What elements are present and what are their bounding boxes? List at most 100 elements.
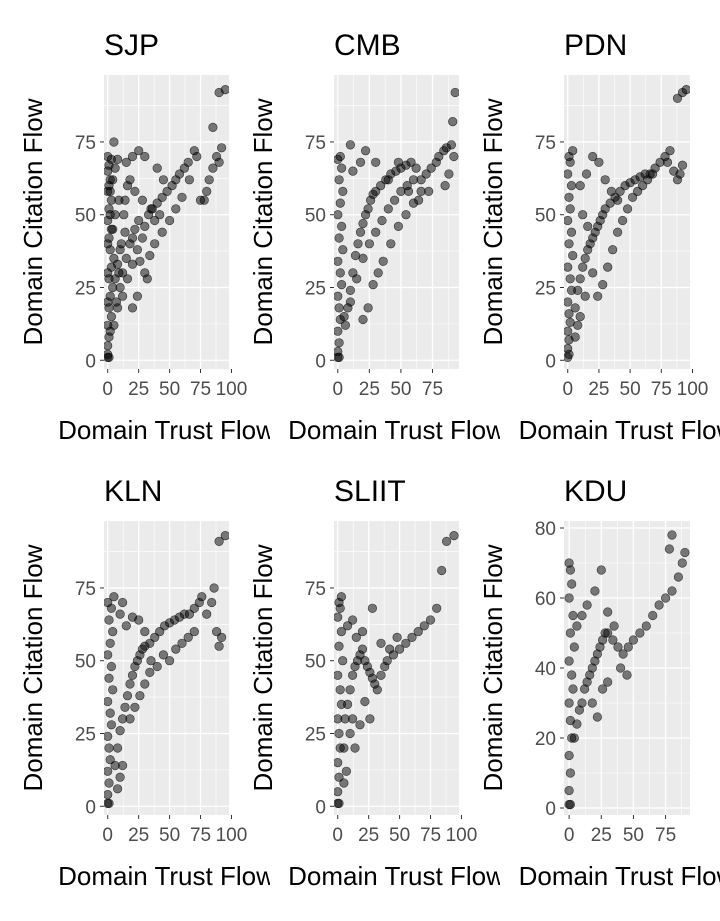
data-point [117,760,128,771]
y-tick-label: 25 [75,278,96,299]
data-point [358,253,368,263]
x-tick-label: 0 [102,825,113,846]
data-point [603,628,613,638]
data-point [105,638,115,648]
data-point [348,615,358,625]
data-point [208,122,218,132]
data-point [341,766,352,776]
data-point [413,626,423,637]
data-point [623,642,633,652]
data-point [220,85,229,95]
data-point [570,303,580,313]
data-point [386,239,396,249]
data-point [371,227,381,237]
data-point [358,218,368,229]
data-point [106,661,116,672]
data-point [587,698,597,708]
data-point [364,239,375,249]
data-point [401,638,411,648]
data-point [104,673,114,683]
data-point [338,186,348,196]
data-point [184,175,194,185]
data-point [140,679,150,689]
data-point [105,291,115,301]
data-point [114,268,124,278]
data-point [564,750,574,761]
x-tick-label: 50 [159,825,180,846]
data-point [376,638,386,648]
x-tick-label: 75 [190,825,211,846]
data-point [217,143,227,153]
data-point [134,215,144,226]
x-tick-label: 25 [128,825,149,846]
x-tick-label: 25 [359,379,380,400]
data-point [600,204,610,214]
x-tick-label: 75 [422,379,443,400]
x-axis-title: Domain Trust Flow [519,415,720,445]
data-point [335,685,345,695]
data-point [437,565,447,576]
data-point [568,610,578,621]
data-point [165,215,175,226]
data-point [357,644,368,654]
data-point [654,600,664,610]
data-point [421,169,431,179]
data-point [335,151,345,162]
data-point [425,615,436,625]
data-point [578,262,588,272]
data-point [642,175,653,185]
y-axis-title: Domain Citation Flow [478,544,508,791]
data-point [371,186,381,196]
data-point [578,210,588,220]
data-point [662,157,673,167]
data-point [104,233,114,243]
data-point [334,728,344,739]
x-tick-label: 100 [216,379,248,400]
data-point [363,204,373,214]
data-point [432,603,442,613]
data-point [355,157,366,167]
data-point [444,169,454,179]
data-point [334,787,343,797]
data-point [150,239,160,249]
data-point [106,312,116,322]
data-point [104,615,114,625]
data-point [199,195,209,205]
y-tick-label: 50 [305,206,326,227]
x-tick-label: 75 [190,379,211,400]
data-point [122,181,133,191]
data-point [566,181,577,191]
data-point [677,558,687,568]
data-point [157,227,167,237]
x-axis-title: Domain Trust Flow [519,861,720,891]
data-point [334,338,344,348]
data-point [125,714,135,724]
x-axis-title: Domain Trust Flow [288,415,505,445]
data-point [336,592,347,602]
y-tick-label: 50 [75,206,96,227]
data-point [208,163,218,173]
data-point [564,344,573,354]
panel-background [334,75,459,369]
data-point [627,192,638,202]
data-point [383,175,393,185]
data-point [122,691,133,701]
data-point [564,309,574,319]
data-point [112,784,123,794]
data-point [121,157,131,167]
y-tick-label: 50 [75,652,96,673]
data-point [609,621,619,631]
x-tick-label: 25 [591,825,612,846]
data-point [108,626,118,637]
data-point [600,175,610,185]
data-point [617,215,628,226]
data-point [667,530,677,540]
data-point [612,227,623,237]
data-point [339,743,349,753]
y-tick-label: 25 [75,724,96,745]
data-point [105,186,115,196]
data-point [345,685,355,695]
y-tick-label: 0 [545,351,556,372]
data-point [403,186,414,196]
